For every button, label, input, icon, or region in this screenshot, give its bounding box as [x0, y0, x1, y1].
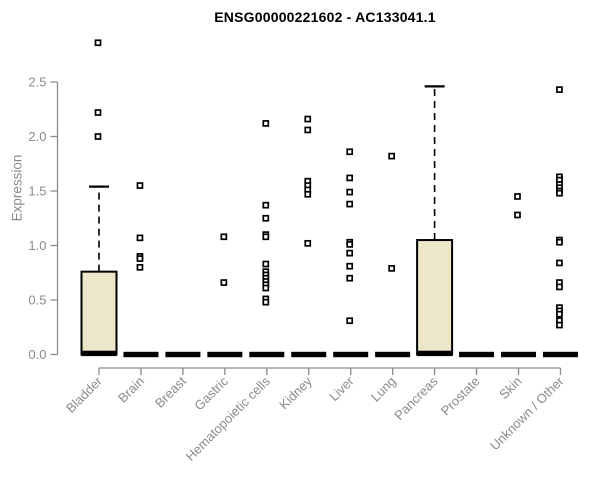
- outlier-point: [556, 189, 563, 197]
- outlier-point: [556, 86, 563, 93]
- y-tick-label: 0.5: [28, 293, 46, 308]
- median-line: [291, 351, 327, 358]
- y-tick-label: 2.5: [28, 75, 46, 90]
- outlier-point: [304, 115, 312, 123]
- x-category-label: Prostate: [438, 374, 483, 419]
- outlier-point: [94, 133, 102, 140]
- outlier-point: [304, 190, 312, 198]
- median-line: [417, 350, 453, 357]
- x-category-label: Lung: [368, 374, 399, 405]
- median-line: [81, 350, 117, 357]
- x-category-label: Skin: [496, 374, 524, 402]
- y-tick-label: 0.0: [28, 347, 46, 362]
- x-category-label: Brain: [115, 374, 147, 406]
- outlier-point: [388, 152, 395, 160]
- median-line: [249, 351, 285, 358]
- outlier-point: [262, 298, 270, 306]
- median-line: [375, 351, 411, 358]
- outlier-point: [304, 126, 312, 134]
- outlier-point: [556, 283, 563, 291]
- outlier-point: [262, 233, 270, 241]
- outlier-point: [136, 255, 144, 262]
- y-tick-label: 1.0: [28, 238, 46, 253]
- chart-title: ENSG00000221602 - AC133041.1: [214, 9, 436, 25]
- outlier-point: [514, 193, 521, 200]
- x-category-label: Gastric: [191, 373, 231, 413]
- box-bladder: [80, 270, 118, 356]
- outlier-point: [556, 321, 563, 329]
- outlier-point: [346, 200, 354, 208]
- outlier-point: [136, 182, 144, 189]
- outlier-point: [514, 211, 521, 219]
- outlier-point: [136, 234, 144, 242]
- outlier-point: [220, 279, 228, 286]
- outlier-point: [346, 317, 354, 325]
- outlier-point: [556, 238, 563, 246]
- outlier-point: [346, 188, 354, 196]
- median-line: [459, 351, 495, 358]
- outlier-point: [94, 39, 102, 47]
- x-category-label: Unknown / Other: [487, 373, 567, 453]
- box-pancreas: [416, 239, 454, 356]
- outlier-point: [556, 259, 563, 267]
- median-line: [501, 351, 536, 358]
- outlier-point: [94, 109, 102, 116]
- outlier-point: [262, 284, 270, 292]
- outlier-point: [220, 233, 228, 241]
- outlier-point: [556, 310, 563, 318]
- x-category-label: Liver: [326, 373, 357, 404]
- x-category-label: Pancreas: [391, 373, 441, 423]
- median-line: [123, 351, 159, 358]
- outlier-point: [346, 148, 354, 156]
- outlier-point: [388, 265, 395, 272]
- y-tick-label: 2.0: [28, 129, 46, 144]
- median-line: [333, 351, 369, 358]
- median-line: [165, 351, 201, 358]
- x-category-label: Bladder: [63, 373, 106, 416]
- outlier-point: [262, 260, 270, 268]
- outlier-point: [262, 214, 270, 222]
- x-category-label: Kidney: [276, 373, 315, 412]
- outlier-point: [304, 239, 312, 247]
- outlier-point: [346, 249, 354, 257]
- outlier-point: [346, 262, 354, 270]
- median-line: [542, 351, 578, 358]
- outlier-point: [136, 263, 144, 271]
- y-tick-label: 1.5: [28, 184, 46, 199]
- x-category-label: Breast: [152, 373, 189, 410]
- outlier-point: [262, 201, 270, 209]
- median-line: [207, 351, 243, 358]
- outlier-point: [262, 120, 270, 127]
- outlier-point: [346, 174, 354, 182]
- outlier-point: [346, 274, 354, 282]
- outlier-point: [346, 241, 354, 248]
